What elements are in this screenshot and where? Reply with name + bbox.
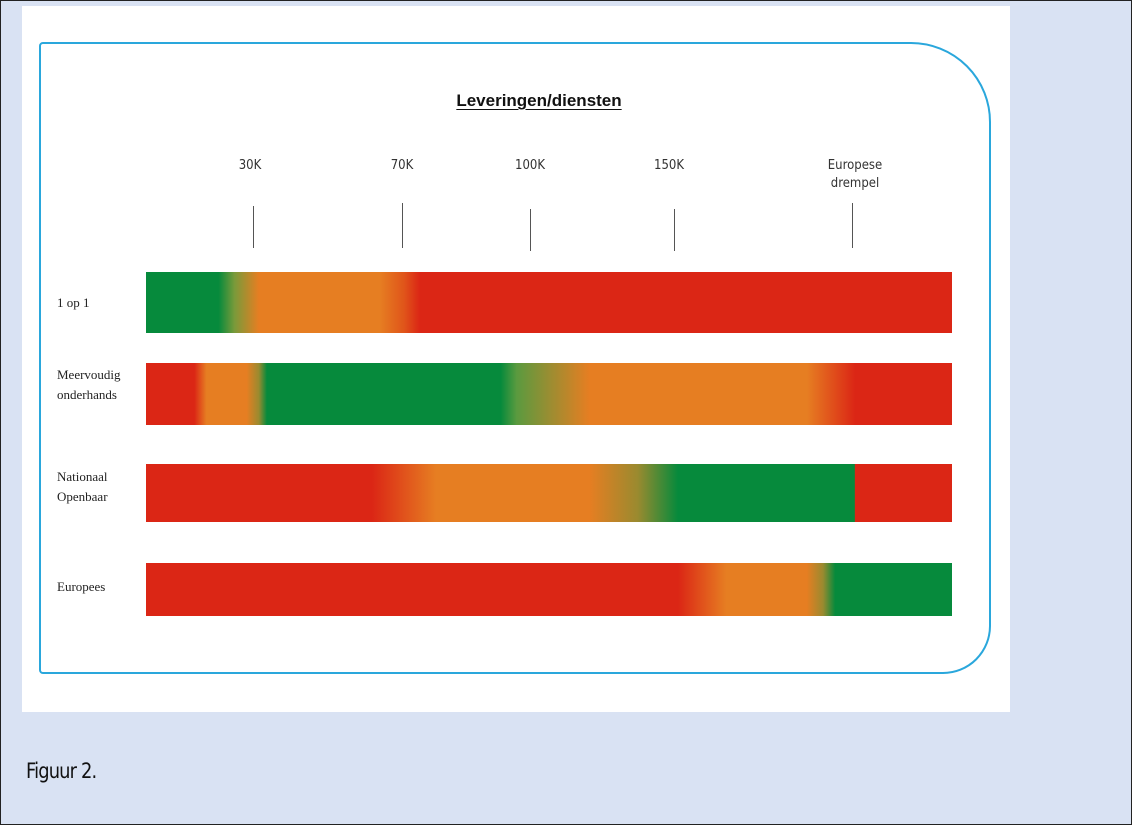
figure-frame [39,42,991,674]
bar-1-op-1 [146,272,952,333]
threshold-tick-70k [402,203,403,248]
row-label-meervoudig-onderhands: Meervoudig onderhands [57,367,121,402]
threshold-label-70k: 70K [390,158,414,173]
bar-europees [146,563,952,616]
figure-caption: Figuur 2. [26,759,97,783]
row-label-1-op-1: 1 op 1 [57,295,90,310]
row-label-nationaal-openbaar: Nationaal Openbaar [57,469,108,504]
threshold-tick-europese-drempel [852,203,853,248]
threshold-label-100k: 100K [515,158,545,173]
figure-title: Leveringen/diensten [456,91,622,110]
threshold-tick-30k [253,206,254,248]
bar-nationaal-openbaar [146,464,952,522]
threshold-tick-150k [674,209,675,251]
threshold-tick-100k [530,209,531,251]
bar-meervoudig-onderhands [146,363,952,425]
row-label-europees: Europees [57,579,106,594]
threshold-label-30k: 30K [238,158,262,173]
threshold-label-europese-drempel: Europese drempel [827,158,883,191]
threshold-label-150k: 150K [654,158,684,173]
